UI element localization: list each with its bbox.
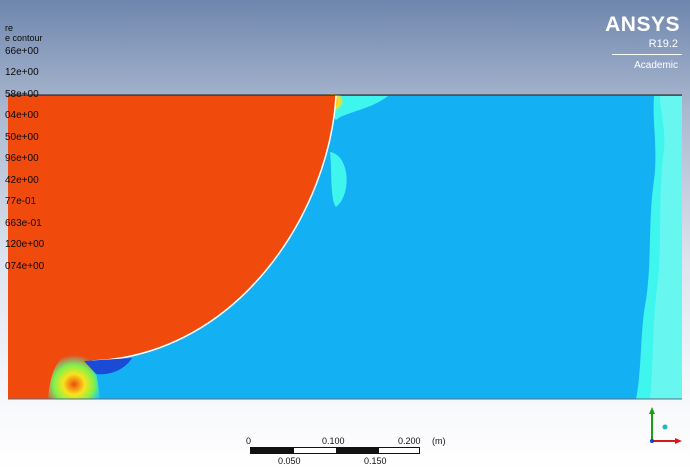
legend-label: 074e+00 (5, 261, 45, 272)
low-value-region (84, 358, 132, 375)
scale-label: 0.200 (398, 436, 421, 446)
brand-version: R19.2 (648, 38, 678, 50)
plume-region (330, 152, 347, 207)
high-value-region (8, 95, 336, 399)
arc-boundary (91, 94, 337, 362)
right-boundary-inner (650, 96, 682, 399)
legend-label: 04e+00 (5, 110, 39, 121)
legend-label: 42e+00 (5, 175, 39, 186)
brand-name: ANSYS (605, 13, 680, 36)
legend-subtitle: e contour (5, 33, 43, 43)
legend-label: 663e-01 (5, 218, 42, 229)
scale-bar: 0 0.100 0.200 (m) 0.050 0.150 (240, 432, 460, 468)
coordinate-axes-icon[interactable] (640, 405, 684, 449)
legend-label: 77e-01 (5, 196, 37, 207)
scale-label: 0.100 (322, 436, 345, 446)
brand-edition: Academic (634, 60, 678, 71)
legend-label: 96e+00 (5, 153, 39, 164)
legend-label: 12e+00 (5, 67, 39, 78)
scale-unit: (m) (432, 436, 446, 446)
scale-label: 0 (246, 436, 252, 446)
scale-label: 0.150 (364, 456, 387, 466)
legend-title: re (5, 23, 14, 33)
brand-divider (612, 54, 682, 55)
legend-label: 120e+00 (5, 239, 45, 250)
scale-label: 0.050 (278, 456, 301, 466)
contour-legend: re e contour 66e+00 12e+00 58e+00 04e+00… (0, 0, 70, 290)
legend-label: 58e+00 (5, 89, 39, 100)
legend-label: 66e+00 (5, 46, 39, 57)
legend-label: 50e+00 (5, 132, 39, 143)
scale-ruler (250, 447, 420, 454)
